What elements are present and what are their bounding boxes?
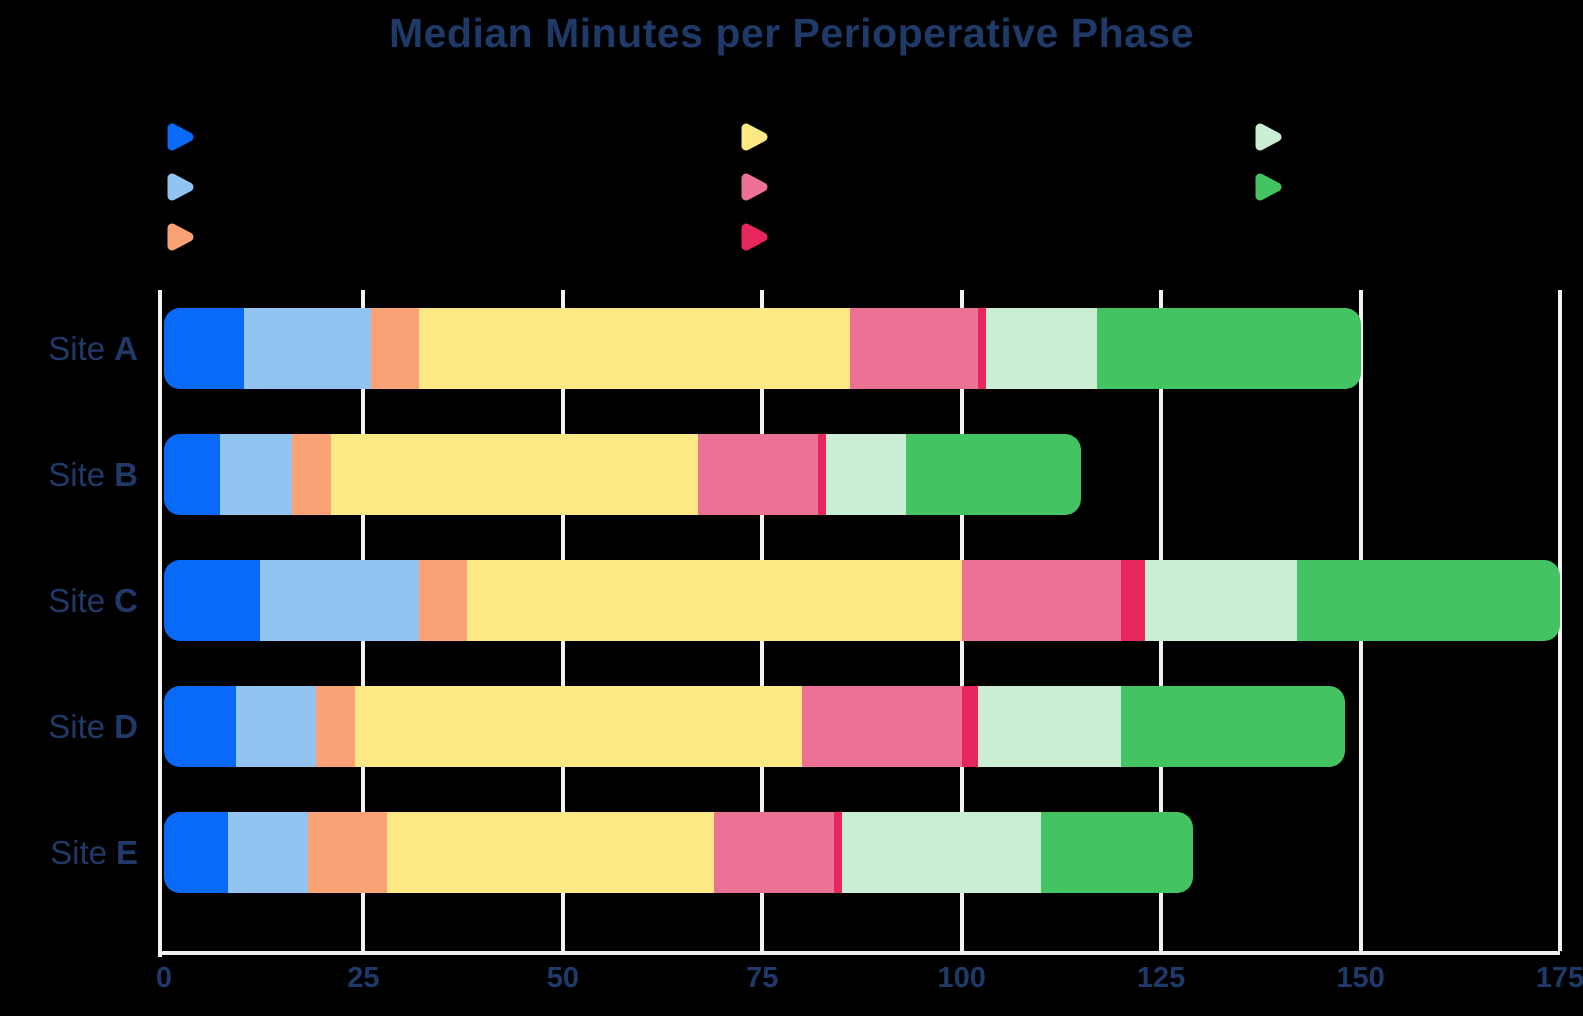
y-label-prefix: Site <box>48 707 106 745</box>
bar-segment-pink[interactable] <box>850 308 978 389</box>
y-label-prefix: Site <box>48 581 106 619</box>
bar-segment-lightblue[interactable] <box>235 686 316 767</box>
legend-marker-lightgreen-icon[interactable] <box>1252 120 1286 154</box>
y-axis-label-site-d: Site D <box>0 686 138 767</box>
legend-marker-orange-icon[interactable] <box>164 220 198 254</box>
bar-segment-crimson[interactable] <box>818 434 827 515</box>
bar-segment-orange[interactable] <box>419 560 468 641</box>
bar-segment-lightgreen[interactable] <box>985 308 1098 389</box>
y-axis-label-site-b: Site B <box>0 434 138 515</box>
y-label-letter: A <box>114 329 138 367</box>
bar-segment-lightblue[interactable] <box>227 812 308 893</box>
bar-segment-lightgreen[interactable] <box>977 686 1122 767</box>
y-label-prefix: Site <box>48 329 106 367</box>
bar-segment-pink[interactable] <box>802 686 962 767</box>
legend-marker-pink-icon[interactable] <box>738 170 772 204</box>
bar-segment-lightblue[interactable] <box>219 434 292 515</box>
bar-row-a <box>164 308 1361 389</box>
bar-segment-green[interactable] <box>905 434 1082 515</box>
y-label-letter: D <box>114 707 138 745</box>
bar-segment-pink[interactable] <box>714 812 835 893</box>
legend-marker-crimson-icon[interactable] <box>738 220 772 254</box>
bar-segment-blue[interactable] <box>164 686 236 767</box>
y-axis-line <box>158 290 162 957</box>
y-label-letter: E <box>115 833 138 871</box>
bar-segment-yellow[interactable] <box>387 812 715 893</box>
bar-row-b <box>164 434 1082 515</box>
x-tick-label-150: 150 <box>1336 962 1385 994</box>
y-label-letter: B <box>114 455 138 493</box>
bar-segment-yellow[interactable] <box>419 308 850 389</box>
legend-marker-blue-icon[interactable] <box>164 120 198 154</box>
bar-segment-yellow[interactable] <box>355 686 803 767</box>
x-tick-label-50: 50 <box>546 962 579 994</box>
y-label-letter: C <box>114 581 138 619</box>
chart-title: Median Minutes per Perioperative Phase <box>388 10 1195 56</box>
bar-segment-orange[interactable] <box>307 812 388 893</box>
bar-segment-blue[interactable] <box>164 560 260 641</box>
bar-segment-lightgreen[interactable] <box>842 812 1042 893</box>
y-label-prefix: Site <box>48 455 106 493</box>
bar-segment-pink[interactable] <box>698 434 819 515</box>
bar-segment-lightblue[interactable] <box>259 560 420 641</box>
bar-segment-green[interactable] <box>1041 812 1193 893</box>
legend-marker-green-icon[interactable] <box>1252 170 1286 204</box>
x-tick-label-125: 125 <box>1136 962 1186 994</box>
bar-segment-crimson[interactable] <box>977 308 986 389</box>
gridline-x-175 <box>1557 290 1562 951</box>
bar-segment-lightblue[interactable] <box>243 308 372 389</box>
bar-segment-green[interactable] <box>1097 308 1361 389</box>
bar-segment-blue[interactable] <box>164 434 220 515</box>
x-tick-label-100: 100 <box>937 962 986 994</box>
y-axis-label-site-e: Site E <box>0 812 138 893</box>
x-tick-label-75: 75 <box>746 962 779 994</box>
y-axis-label-site-c: Site C <box>0 560 138 641</box>
bar-segment-blue[interactable] <box>164 308 244 389</box>
x-tick-label-175: 175 <box>1535 962 1583 994</box>
bar-segment-orange[interactable] <box>315 686 356 767</box>
bar-segment-crimson[interactable] <box>1121 560 1146 641</box>
y-label-prefix: Site <box>50 833 107 871</box>
bar-segment-blue[interactable] <box>164 812 228 893</box>
bar-segment-yellow[interactable] <box>467 560 962 641</box>
x-axis-line <box>158 951 1560 955</box>
bar-segment-lightgreen[interactable] <box>1145 560 1297 641</box>
x-tick-label-0: 0 <box>155 962 173 994</box>
bar-segment-pink[interactable] <box>961 560 1122 641</box>
bar-segment-orange[interactable] <box>371 308 420 389</box>
bar-row-e <box>164 812 1193 893</box>
bar-row-d <box>164 686 1345 767</box>
legend-marker-yellow-icon[interactable] <box>738 120 772 154</box>
bar-segment-crimson[interactable] <box>834 812 842 893</box>
x-tick-label-25: 25 <box>347 962 380 994</box>
bar-segment-green[interactable] <box>1121 686 1345 767</box>
bar-row-c <box>164 560 1560 641</box>
y-axis-label-site-a: Site A <box>0 308 138 389</box>
bar-segment-green[interactable] <box>1296 560 1560 641</box>
bar-segment-orange[interactable] <box>291 434 332 515</box>
bar-segment-yellow[interactable] <box>331 434 699 515</box>
bar-segment-lightgreen[interactable] <box>826 434 906 515</box>
legend-marker-lightblue-icon[interactable] <box>164 170 198 204</box>
bar-segment-crimson[interactable] <box>961 686 978 767</box>
